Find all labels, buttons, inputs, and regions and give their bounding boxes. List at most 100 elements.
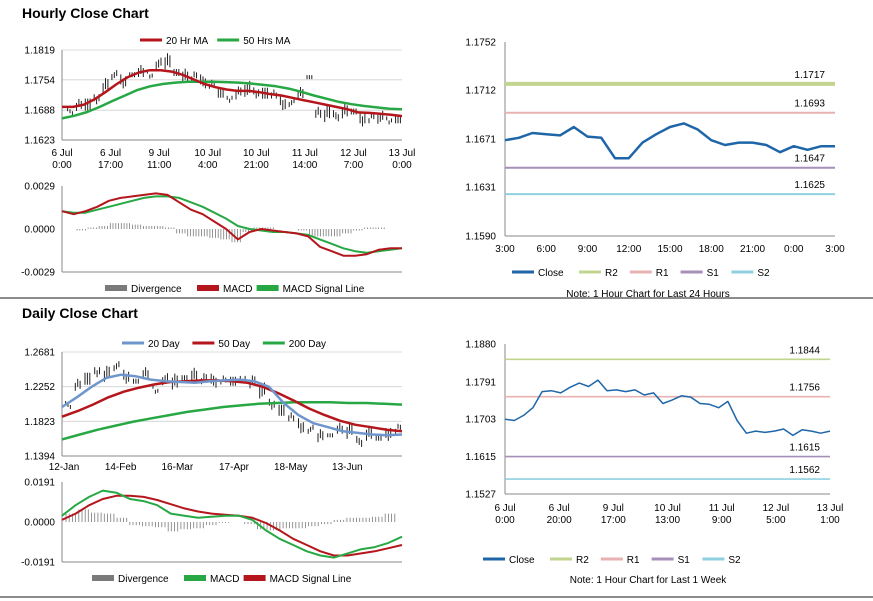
daily-levels-y-tick-label: 1.1880 xyxy=(465,340,496,351)
hourly-levels-legend-label: Close xyxy=(538,268,564,279)
hourly-levels-y-tick-label: 1.1631 xyxy=(465,182,496,193)
hourly-x-tick-label: 6 Jul xyxy=(100,148,121,159)
hourly-price-y-tick-label: 1.1819 xyxy=(24,46,55,57)
hourly-macd-line xyxy=(61,192,402,257)
hourly-macd-legend-swatch xyxy=(105,285,127,291)
daily-levels-x-tick-label: 0:00 xyxy=(495,515,515,526)
daily-levels-legend-label: R1 xyxy=(627,555,640,566)
daily-levels-x-tick-label: 20:00 xyxy=(547,515,572,526)
hourly-levels-legend-label: S2 xyxy=(757,268,770,279)
daily-price-y-tick-label: 1.1823 xyxy=(24,417,55,428)
hourly-x-tick-label: 14:00 xyxy=(292,160,317,171)
hourly-levels-x-tick-label: 3:00 xyxy=(825,244,845,255)
hourly-levels-x-tick-label: 0:00 xyxy=(784,244,804,255)
daily-macd-signal-line xyxy=(61,494,403,557)
hourly-x-tick-label: 12 Jul xyxy=(340,148,367,159)
hourly-x-tick-label: 0:00 xyxy=(52,160,72,171)
daily-price-legend-label: 200 Day xyxy=(289,339,326,350)
daily-close-line xyxy=(504,379,831,437)
hourly-levels-x-tick-label: 9:00 xyxy=(578,244,598,255)
daily-macd-legend-label: Divergence xyxy=(118,574,169,585)
daily-levels-x-tick-label: 13 Jul xyxy=(817,503,844,514)
daily-section-title: Daily Close Chart xyxy=(22,305,138,321)
hourly-x-tick-label: 11:00 xyxy=(147,160,172,171)
daily-levels-x-tick-label: 17:00 xyxy=(601,515,626,526)
hourly-price-y-tick-label: 1.1688 xyxy=(24,106,55,117)
daily-levels-legend-label: S1 xyxy=(678,555,691,566)
hourly-price-legend-label: 50 Hrs MA xyxy=(243,36,291,47)
daily-price-y-tick-label: 1.2252 xyxy=(24,382,55,393)
daily-levels-x-tick-label: 6 Jul xyxy=(549,503,570,514)
daily-macd-legend-swatch xyxy=(243,575,266,581)
hourly-levels-note: Note: 1 Hour Chart for Last 24 Hours xyxy=(566,289,729,300)
hourly-levels-y-tick-label: 1.1752 xyxy=(465,38,496,49)
daily-levels-y-tick-label: 1.1791 xyxy=(465,377,496,388)
daily-levels-x-tick-label: 6 Jul xyxy=(494,503,515,514)
hourly-levels-x-tick-label: 18:00 xyxy=(699,244,724,255)
daily-macd-y-tick-label: 0.0000 xyxy=(24,518,55,529)
hourly-x-tick-label: 17:00 xyxy=(98,160,123,171)
daily-x-tick-label: 17-Apr xyxy=(219,462,250,473)
bottom-divider xyxy=(0,596,873,598)
hourly-x-tick-label: 11 Jul xyxy=(292,148,318,159)
hourly-level-r1-label: 1.1693 xyxy=(794,99,825,110)
hourly-macd-legend-label: MACD xyxy=(223,284,252,295)
daily-price-legend-label: 20 Day xyxy=(148,339,180,350)
hourly-x-tick-label: 21:00 xyxy=(244,160,269,171)
daily-levels-legend-label: Close xyxy=(509,555,535,566)
daily-levels-x-tick-label: 12 Jul xyxy=(762,503,789,514)
hourly-x-tick-label: 13 Jul xyxy=(389,148,416,159)
daily-levels-y-tick-label: 1.1615 xyxy=(465,452,496,463)
daily-levels-x-tick-label: 11 Jul xyxy=(709,503,735,514)
daily-levels-legend-label: S2 xyxy=(728,555,741,566)
hourly-levels-x-tick-label: 6:00 xyxy=(537,244,557,255)
daily-macd-y-tick-label: -0.0191 xyxy=(21,558,55,569)
daily-x-tick-label: 16-Mar xyxy=(161,462,193,473)
hourly-x-tick-label: 0:00 xyxy=(392,160,412,171)
hourly-x-tick-label: 7:00 xyxy=(344,160,364,171)
daily-ma20-line xyxy=(61,373,403,437)
hourly-levels-y-tick-label: 1.1712 xyxy=(465,85,496,96)
hourly-levels-x-tick-label: 3:00 xyxy=(495,244,515,255)
daily-levels-x-tick-label: 9:00 xyxy=(712,515,732,526)
daily-ma200-line xyxy=(61,400,403,441)
hourly-levels-legend-label: S1 xyxy=(707,268,720,279)
hourly-x-tick-label: 10 Jul xyxy=(243,148,270,159)
hourly-macd-signal-line xyxy=(61,195,403,254)
hourly-levels-x-tick-label: 15:00 xyxy=(657,244,682,255)
daily-macd-legend-swatch xyxy=(92,575,114,581)
hourly-price-y-tick-label: 1.1623 xyxy=(24,136,55,147)
daily-levels-x-tick-label: 5:00 xyxy=(766,515,786,526)
hourly-levels-x-tick-label: 21:00 xyxy=(740,244,765,255)
daily-x-tick-label: 18-May xyxy=(274,462,307,473)
daily-levels-y-tick-label: 1.1703 xyxy=(465,415,496,426)
hourly-levels-legend-label: R2 xyxy=(605,268,618,279)
daily-x-tick-label: 12-Jan xyxy=(49,462,80,473)
daily-levels-legend-label: R2 xyxy=(576,555,589,566)
hourly-ma20-line xyxy=(62,68,403,118)
daily-x-tick-label: 13-Jun xyxy=(332,462,363,473)
hourly-x-tick-label: 9 Jul xyxy=(149,148,170,159)
daily-macd-legend-swatch xyxy=(184,575,206,581)
hourly-macd-legend-label: MACD Signal Line xyxy=(283,284,365,295)
hourly-levels-y-tick-label: 1.1671 xyxy=(465,135,496,146)
daily-macd-legend-label: MACD Signal Line xyxy=(270,574,352,585)
hourly-level-r2-label: 1.1717 xyxy=(794,70,825,81)
hourly-levels-legend-label: R1 xyxy=(656,268,669,279)
section-divider xyxy=(0,297,873,299)
hourly-price-legend-label: 20 Hr MA xyxy=(166,36,209,47)
hourly-x-tick-label: 4:00 xyxy=(198,160,218,171)
hourly-levels-y-tick-label: 1.1590 xyxy=(465,232,496,243)
daily-levels-note: Note: 1 Hour Chart for Last 1 Week xyxy=(570,575,728,586)
daily-levels-x-tick-label: 9 Jul xyxy=(603,503,624,514)
daily-price-y-tick-label: 1.1394 xyxy=(24,452,55,463)
daily-price-legend-label: 50 Day xyxy=(218,339,250,350)
daily-macd-legend-label: MACD xyxy=(210,574,239,585)
hourly-section-title: Hourly Close Chart xyxy=(22,5,149,21)
daily-x-tick-label: 14-Feb xyxy=(105,462,137,473)
daily-macd-line xyxy=(61,489,403,559)
hourly-price-y-tick-label: 1.1754 xyxy=(24,75,55,86)
hourly-macd-legend-swatch xyxy=(197,285,219,291)
daily-price-y-tick-label: 1.2681 xyxy=(24,348,55,359)
